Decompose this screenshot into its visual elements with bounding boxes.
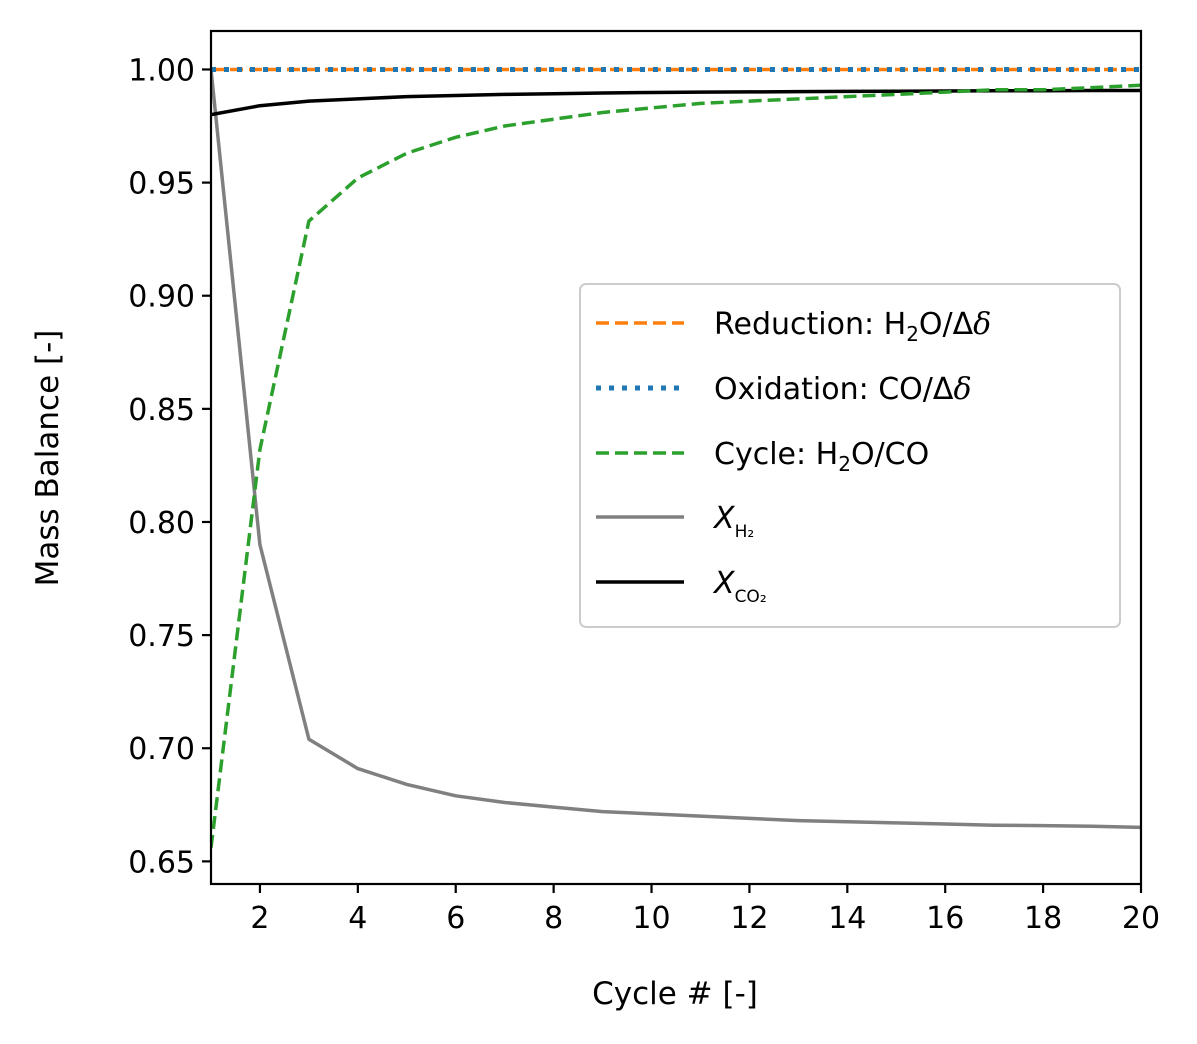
y-tick-label: 1.00 (128, 53, 195, 88)
x-tick-label: 18 (1024, 901, 1062, 936)
y-tick-label: 0.90 (128, 280, 195, 315)
y-tick-label: 0.95 (128, 167, 195, 202)
y-tick-label: 0.65 (128, 845, 195, 880)
legend-xco2-label: XCO₂ (712, 566, 767, 607)
legend-xh2-label: XH₂ (712, 501, 754, 542)
x-tick-label: 12 (730, 901, 768, 936)
series-line-4 (211, 69, 1141, 830)
plot-frame (209, 29, 1143, 886)
legend-box (579, 283, 1121, 628)
y-axis-label: Mass Balance [-] (30, 330, 66, 587)
x-tick-label: 14 (828, 901, 866, 936)
y-axis-ticks: 0.65 0.70 0.75 0.80 0.85 0.90 0.95 1.00 (128, 53, 211, 880)
x-axis-label: Cycle # [-] (592, 976, 758, 1012)
x-tick-label: 10 (632, 901, 670, 936)
x-tick-label: 2 (250, 901, 269, 936)
x-tick-label: 20 (1122, 901, 1160, 936)
x-tick-label: 8 (544, 901, 563, 936)
legend: Reduction: H2O/Δδ Oxidation: CO/Δδ Cycle… (579, 283, 1121, 628)
series-line-3 (211, 83, 1141, 849)
series-lines (211, 67, 1141, 849)
y-tick-label: 0.70 (128, 732, 195, 767)
x-tick-label: 6 (446, 901, 465, 936)
y-tick-label: 0.80 (128, 506, 195, 541)
legend-reduction-label: Reduction: H2O/Δδ (714, 307, 991, 346)
legend-cycle-label: Cycle: H2O/CO (714, 437, 929, 476)
x-tick-label: 4 (348, 901, 367, 936)
legend-oxidation-label: Oxidation: CO/Δδ (714, 372, 972, 407)
y-tick-label: 0.75 (128, 619, 195, 654)
y-tick-label: 0.85 (128, 393, 195, 428)
x-tick-label: 16 (926, 901, 964, 936)
x-axis-ticks: 2 4 6 8 10 12 14 16 18 20 (250, 884, 1160, 936)
